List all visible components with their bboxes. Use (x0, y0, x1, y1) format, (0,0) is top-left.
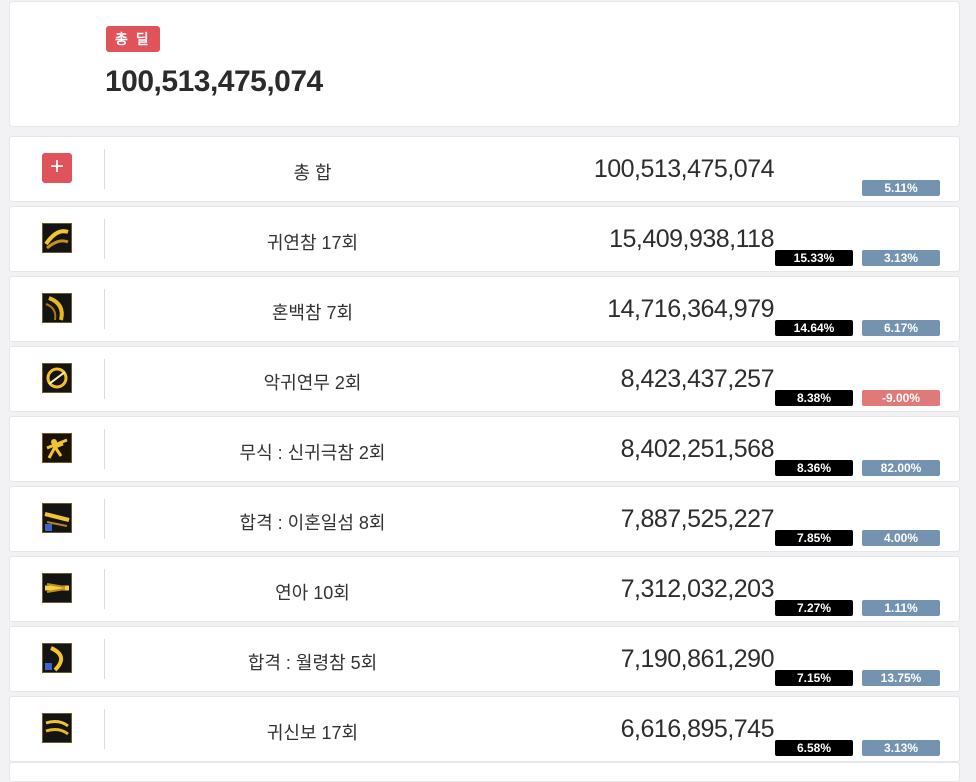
skill-moon-slash-icon (42, 643, 72, 673)
list-item: 혼백참 7회 14,716,364,979 14.64% 6.17% (9, 276, 960, 342)
skill-sword-flash-icon (42, 503, 72, 533)
damage-delta-badge: 3.13% (862, 740, 940, 756)
skill-name: 합격 : 이혼일섬 8회 (239, 513, 386, 533)
skill-name: 악귀연무 2회 (263, 373, 362, 393)
skill-ghost-step-icon (42, 713, 72, 743)
row-divider (104, 429, 105, 469)
skill-name: 무식 : 신귀극참 2회 (239, 443, 386, 463)
skill-damage: 7,887,525,227 (620, 505, 775, 533)
skill-crescent-icon (42, 293, 72, 323)
damage-delta-badge: 82.00% (862, 460, 940, 476)
skill-slash-icon (42, 223, 72, 253)
row-divider (104, 569, 105, 609)
skill-damage-list: + 총 합 100,513,475,074 5.11% 귀연참 17회 15,40… (9, 136, 960, 766)
summary-damage: 100,513,475,074 (593, 155, 775, 183)
row-divider (104, 709, 105, 749)
total-damage-badge: 총 딜 (106, 26, 160, 52)
skill-name: 연아 10회 (275, 583, 350, 603)
list-item: 귀신보 17회 6,616,895,745 6.58% 3.13% (9, 696, 960, 762)
skill-name: 귀연참 17회 (266, 233, 359, 253)
list-item: 합격 : 이혼일섬 8회 7,887,525,227 7.85% 4.00% (9, 486, 960, 552)
damage-delta-badge: 3.13% (862, 250, 940, 266)
skill-damage: 7,190,861,290 (620, 645, 775, 673)
row-divider (104, 499, 105, 539)
damage-share-badge: 15.33% (775, 250, 853, 266)
skill-name: 합격 : 월령참 5회 (247, 653, 378, 673)
damage-share-badge: 7.27% (775, 600, 853, 616)
row-divider (104, 149, 105, 189)
damage-share-badge: 8.38% (775, 390, 853, 406)
list-item: 무식 : 신귀극참 2회 8,402,251,568 8.36% 82.00% (9, 416, 960, 482)
row-divider (104, 289, 105, 329)
damage-share-badge: 14.64% (775, 320, 853, 336)
list-item: 악귀연무 2회 8,423,437,257 8.38% -9.00% (9, 346, 960, 412)
damage-delta-badge: 6.17% (862, 320, 940, 336)
row-divider (104, 359, 105, 399)
total-damage-value: 100,513,475,074 (105, 65, 323, 98)
damage-delta-badge: 13.75% (862, 670, 940, 686)
damage-share-badge: 8.36% (775, 460, 853, 476)
summary-row: + 총 합 100,513,475,074 5.11% (9, 136, 960, 202)
total-damage-card: 총 딜 100,513,475,074 (9, 1, 960, 127)
list-item (9, 762, 960, 782)
list-item: 합격 : 월령참 5회 7,190,861,290 7.15% 13.75% (9, 626, 960, 692)
damage-delta-badge: 4.00% (862, 530, 940, 546)
summary-label: 총 합 (293, 163, 332, 183)
skill-beam-icon (42, 573, 72, 603)
damage-share-badge: 6.58% (775, 740, 853, 756)
damage-share-badge: 7.85% (775, 530, 853, 546)
row-divider (104, 639, 105, 679)
skill-damage: 15,409,938,118 (609, 225, 774, 253)
plus-icon[interactable]: + (42, 153, 72, 183)
skill-damage: 7,312,032,203 (620, 575, 775, 603)
skill-damage: 8,423,437,257 (620, 365, 775, 393)
skill-damage: 6,616,895,745 (620, 715, 775, 743)
skill-damage: 8,402,251,568 (620, 435, 775, 463)
summary-delta: 5.11% (862, 180, 940, 196)
skill-damage: 14,716,364,979 (607, 295, 774, 323)
skill-name: 귀신보 17회 (266, 723, 359, 743)
damage-delta-badge: -9.00% (862, 390, 940, 406)
skill-warrior-icon (42, 433, 72, 463)
damage-delta-badge: 1.11% (862, 600, 940, 616)
list-item: 연아 10회 7,312,032,203 7.27% 1.11% (9, 556, 960, 622)
damage-share-badge: 7.15% (775, 670, 853, 686)
skill-name: 혼백참 7회 (271, 303, 354, 323)
skill-circle-icon (42, 363, 72, 393)
row-divider (104, 219, 105, 259)
list-item: 귀연참 17회 15,409,938,118 15.33% 3.13% (9, 206, 960, 272)
